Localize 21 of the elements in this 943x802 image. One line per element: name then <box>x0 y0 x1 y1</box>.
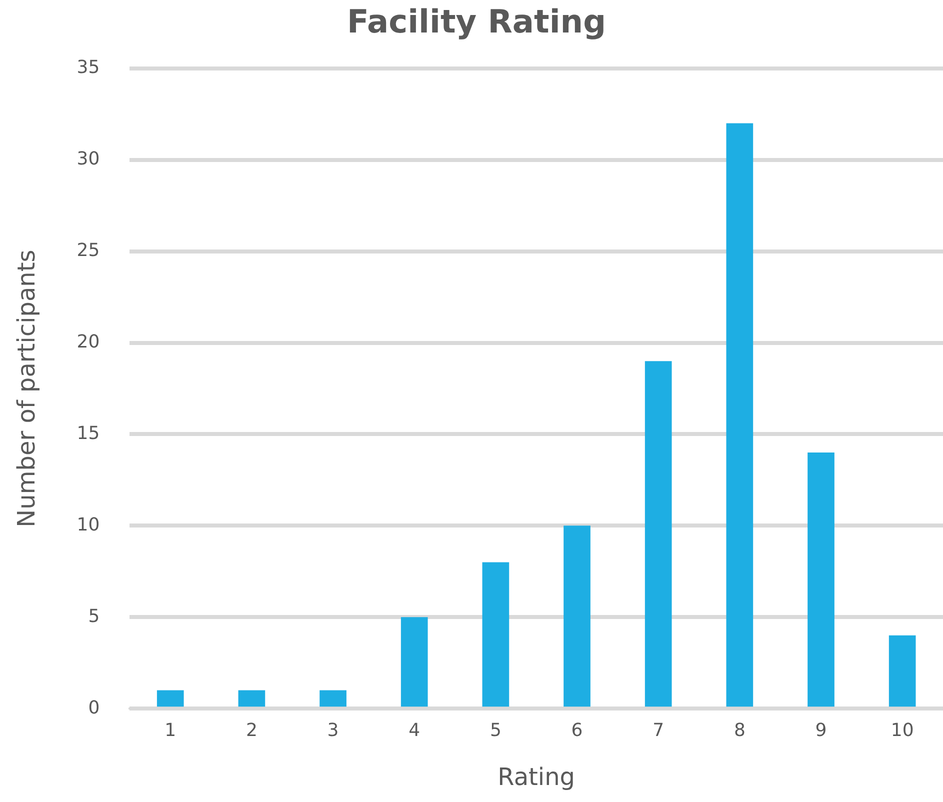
x-tick-label: 1 <box>164 720 176 742</box>
x-tick-label: 6 <box>571 720 583 742</box>
x-tick-label: 4 <box>408 720 420 742</box>
x-tick-label: 5 <box>490 720 502 742</box>
y-tick-label: 20 <box>76 331 100 352</box>
x-tick-label: 10 <box>890 720 914 742</box>
y-tick-label: 10 <box>76 514 100 536</box>
x-tick-label: 9 <box>815 720 827 742</box>
y-tick-label: 0 <box>88 697 100 718</box>
x-tick-label: 7 <box>652 720 664 742</box>
y-axis-title: Number of participants <box>12 250 41 528</box>
y-tick-label: 30 <box>76 148 100 170</box>
y-tick-label: 5 <box>88 606 100 627</box>
y-tick-label: 35 <box>76 57 100 78</box>
y-tick-label: 25 <box>76 240 100 261</box>
x-axis-title: Rating <box>498 762 576 791</box>
x-tick-label: 3 <box>327 720 339 742</box>
y-tick-label: 15 <box>76 422 100 444</box>
chart-title: Facility Rating <box>347 2 606 41</box>
x-tick-label: 2 <box>246 720 258 742</box>
x-tick-label: 8 <box>734 720 746 742</box>
